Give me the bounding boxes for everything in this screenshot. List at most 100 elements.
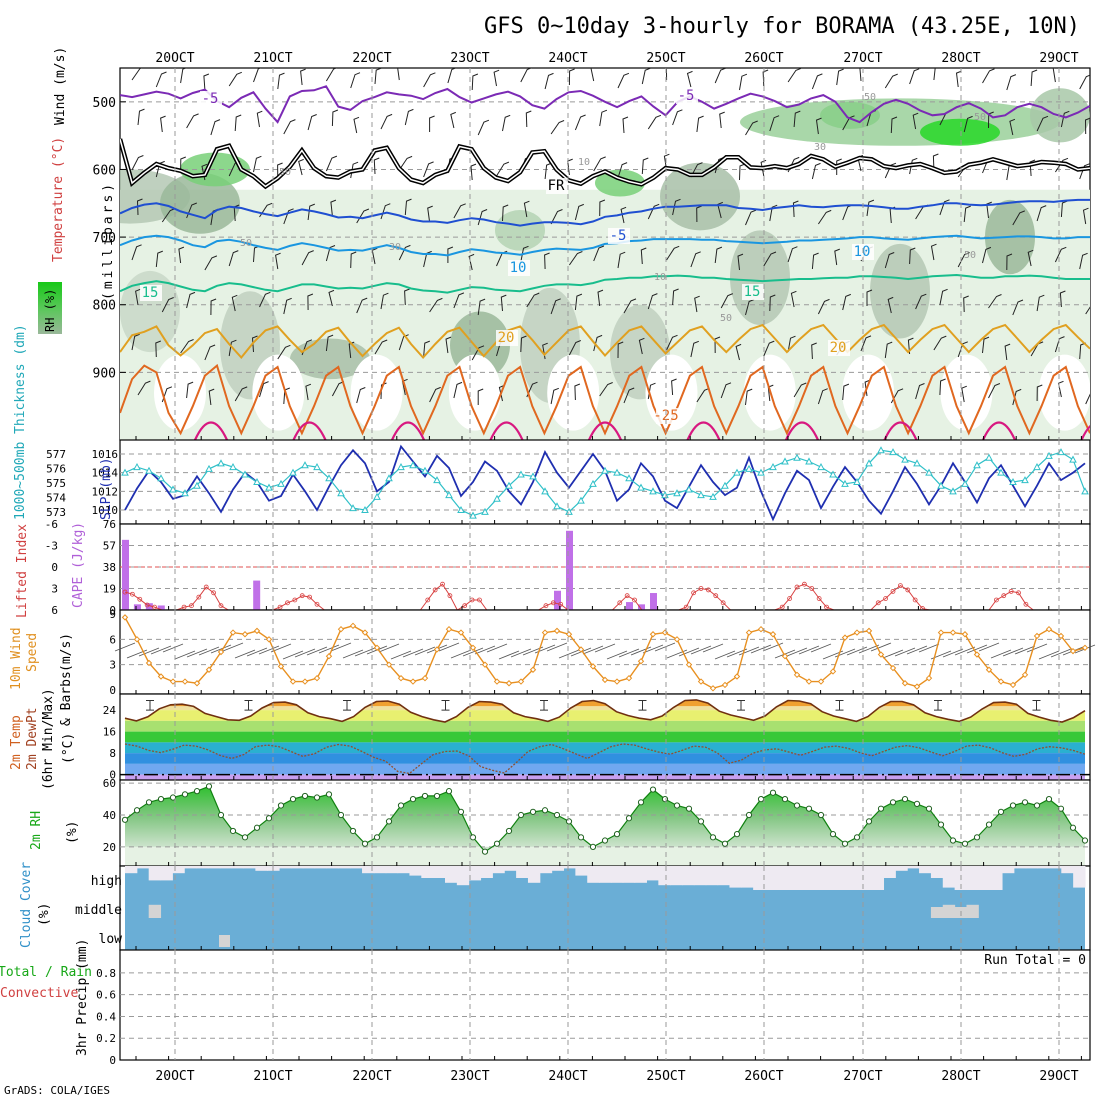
high-cloud-clear (516, 866, 529, 878)
wind-barb (792, 200, 799, 218)
rh-contour-label: 50 (720, 313, 732, 324)
rh-point (961, 840, 969, 847)
bottom-date-label: 27OCT (843, 1069, 882, 1084)
isotherm-label-bg (546, 178, 568, 194)
thickness-point (949, 487, 957, 495)
wind-barb (450, 111, 456, 129)
high-cloud-clear (196, 866, 209, 869)
thickness-point (673, 489, 681, 497)
thickness-point (193, 481, 201, 489)
thickness-point (541, 487, 549, 495)
wind-barb (593, 156, 606, 172)
lifted-index-point (720, 600, 726, 606)
high-cloud-clear (753, 866, 766, 890)
wind-barb (471, 73, 479, 91)
high-cloud-clear (800, 866, 813, 890)
lifted-index-point (779, 604, 785, 610)
rh-point (625, 815, 633, 822)
lifted-index-point (794, 584, 800, 590)
wind-speed-point (553, 627, 561, 635)
cloud-row-label: low (99, 932, 123, 947)
wind-barb (672, 288, 679, 306)
isotherm-30-arc (981, 421, 1017, 440)
wind-barb (453, 203, 466, 219)
lifted-index-point (890, 588, 896, 594)
wind-barb (180, 68, 188, 84)
rh-tick-label: 40 (103, 809, 116, 822)
rh-point (1045, 796, 1053, 803)
lifted-index-point (624, 593, 630, 599)
wind-barb (793, 382, 807, 398)
wind-barb (1027, 249, 1034, 267)
thickness-point (853, 477, 861, 485)
wind-barb (859, 68, 862, 82)
high-cloud-clear (646, 866, 659, 881)
surface-wind-barb (1026, 643, 1048, 653)
top-date-label: 24OCT (548, 51, 587, 66)
minmax-whisker (343, 699, 351, 711)
wind-barb (963, 205, 971, 223)
wind-barb (961, 385, 967, 403)
rh-point (853, 834, 861, 841)
high-cloud-clear (765, 866, 778, 890)
rh-point (445, 788, 453, 795)
high-cloud-clear (682, 866, 695, 886)
temp-band (125, 710, 1085, 721)
wind-barb (155, 71, 167, 88)
cape-tick-label: 57 (103, 540, 116, 553)
wind-speed-point (145, 659, 153, 667)
wind-speed-point (337, 625, 345, 633)
surface-wind-barb (750, 644, 772, 654)
high-cloud-clear (504, 866, 517, 871)
high-cloud-clear (492, 866, 505, 874)
wind-barb (932, 153, 939, 171)
wind-barb (745, 120, 758, 136)
lifted-index-point (218, 603, 224, 609)
thickness-tick-label: 575 (46, 477, 66, 490)
minmax-whisker (934, 699, 942, 711)
high-cloud-clear (824, 866, 837, 890)
slp-tick-label: 1010 (92, 504, 119, 517)
legend-rh-units: (%) (65, 821, 80, 844)
wind-barb (374, 68, 382, 85)
surface-wind-barb (738, 646, 760, 656)
thickness-point (133, 463, 141, 471)
high-cloud-clear (1061, 866, 1074, 874)
wind-speed-point (697, 678, 705, 685)
wind-barb (468, 253, 475, 271)
thickness-point (613, 468, 621, 476)
wind-barb (1036, 294, 1045, 312)
high-cloud-clear (610, 866, 624, 883)
high-cloud-clear (160, 866, 173, 881)
wind-barb (325, 68, 338, 82)
wind-barb (714, 336, 721, 354)
thickness-point (325, 474, 333, 482)
surface-wind-barb (318, 644, 340, 654)
high-cloud-clear (990, 866, 1003, 890)
rh-point (337, 811, 345, 819)
wind-barb (277, 162, 283, 180)
surface-wind-barb (222, 642, 244, 652)
wind-barb (909, 247, 916, 265)
wind-barb (671, 378, 677, 396)
lifted-index-point (993, 597, 999, 603)
rh-point (433, 792, 441, 800)
wind-barb (470, 163, 477, 181)
rh-point (457, 808, 465, 815)
isotherm-label-bg (742, 284, 764, 300)
wind-barb (666, 245, 680, 261)
minmax-whisker (737, 699, 745, 711)
high-cloud-clear (599, 866, 612, 883)
high-cloud-clear (172, 866, 185, 874)
legend-rh: RH (%) (43, 289, 57, 332)
thickness-point (877, 446, 885, 454)
high-cloud-clear (978, 866, 991, 890)
wind-speed-point (313, 674, 321, 682)
wind-barb (373, 157, 380, 175)
surface-wind-barb (330, 642, 352, 652)
wind-barb (641, 68, 651, 85)
wind-barb (305, 383, 312, 401)
wind-speed-point (433, 646, 441, 653)
isotherm-line (120, 273, 1090, 294)
slp-tick-label: 1012 (92, 485, 119, 498)
